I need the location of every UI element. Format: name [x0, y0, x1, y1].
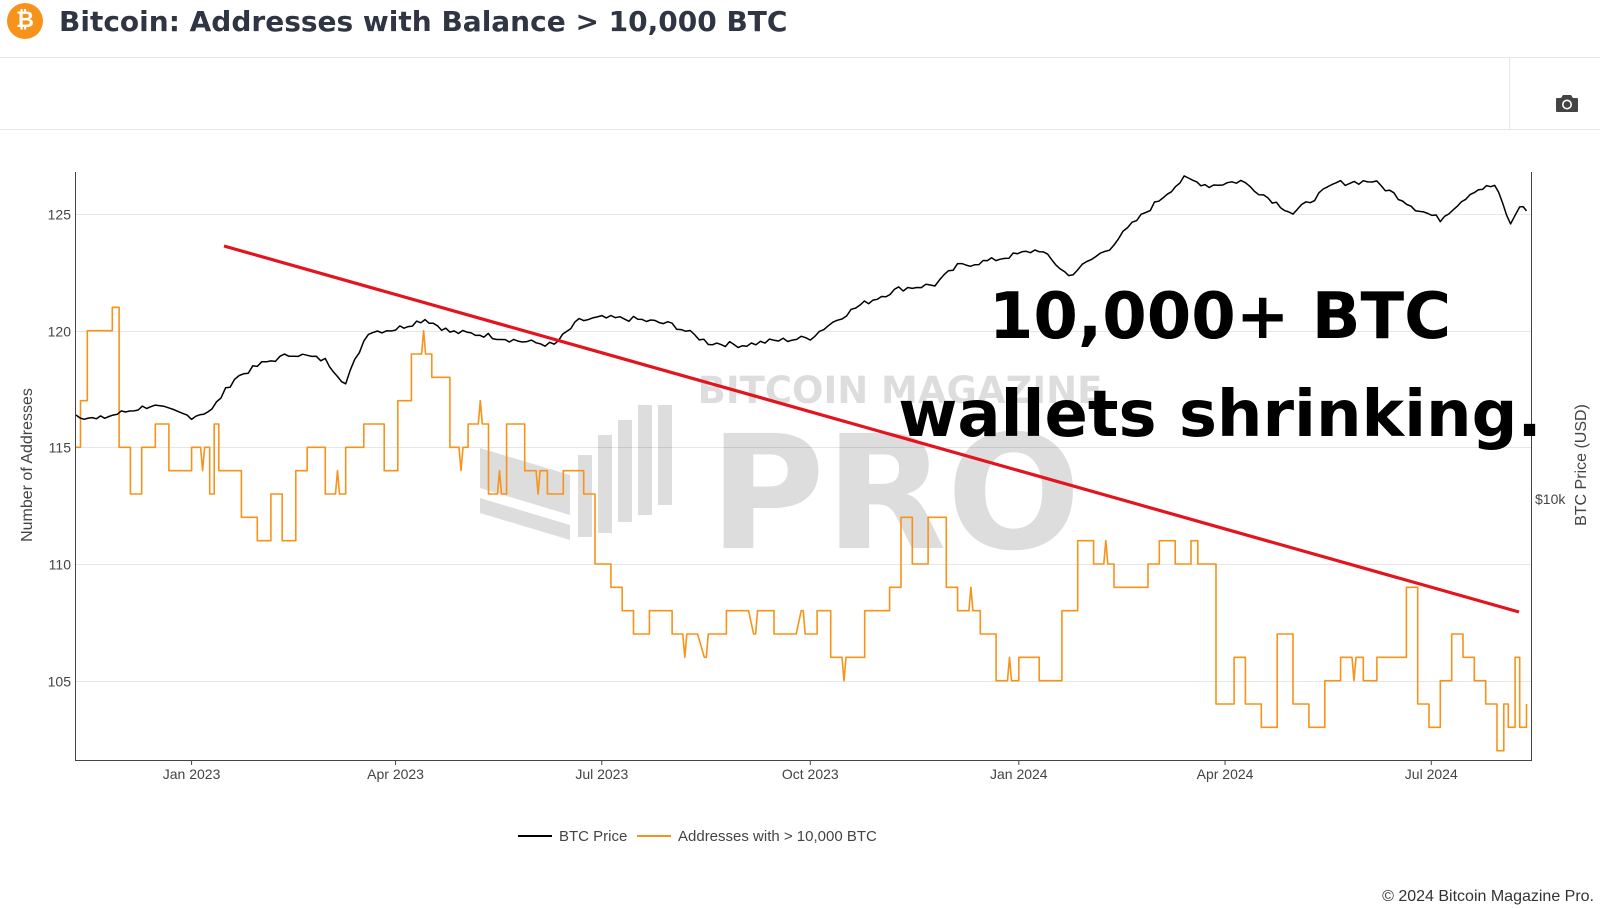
x-axis-ticks: Jan 2023 Apr 2023 Jul 2023 Oct 2023 Jan 2024… [163, 760, 1458, 782]
y-tick-label: 110 [49, 557, 72, 573]
copyright-footer: © 2024 Bitcoin Magazine Pro. [1382, 888, 1594, 905]
legend-label-addresses: Addresses with > 10,000 BTC [678, 828, 877, 845]
annotation-line-1: 10,000+ BTC [989, 280, 1451, 354]
trend-line [223, 244, 1520, 614]
page-title: Bitcoin: Addresses with Balance > 10,000… [59, 5, 788, 38]
camera-icon[interactable] [1555, 93, 1579, 113]
bitcoin-logo-icon: ₿ [7, 3, 43, 39]
watermark-brand-text: BITCOIN MAGAZINE [698, 369, 1103, 412]
y-axis-label: Number of Addresses [19, 388, 36, 542]
y-axis-ticks: 105 110 115 120 125 [48, 207, 72, 690]
y-tick-label: 125 [48, 207, 72, 223]
x-tick-label: Apr 2023 [367, 766, 424, 782]
annotation-line-2: wallets shrinking. [898, 378, 1541, 452]
y-tick-label: 120 [48, 324, 72, 340]
legend-label-btc-price: BTC Price [559, 828, 627, 845]
x-tick-label: Apr 2024 [1197, 766, 1254, 782]
x-tick-label: Jul 2023 [575, 766, 628, 782]
x-tick-label: Jul 2024 [1405, 766, 1458, 782]
series-lines [75, 175, 1528, 752]
y2-tick-label: $10k [1535, 491, 1566, 507]
watermark: BITCOIN MAGAZINE PRO [480, 369, 1102, 586]
x-tick-label: Jan 2023 [163, 766, 221, 782]
watermark-pro-text: PRO [709, 402, 1081, 586]
chart-area: BITCOIN MAGAZINE PRO 105 110 115 120 125 Jan… [19, 172, 1590, 845]
grid-lines [76, 214, 1531, 682]
watermark-chart-icon [480, 405, 672, 540]
y-tick-label: 105 [48, 674, 72, 690]
legend: BTC Price Addresses with > 10,000 BTC [518, 828, 877, 845]
y2-axis-ticks: $10k [1535, 491, 1566, 507]
page-header: ₿ Bitcoin: Addresses with Balance > 10,0… [0, 0, 1600, 58]
series-btc-price [75, 175, 1528, 421]
chart-toolbar [0, 58, 1600, 130]
y2-axis-label: BTC Price (USD) [1573, 404, 1590, 526]
y-tick-label: 115 [49, 440, 72, 456]
series-addresses [76, 306, 1528, 752]
x-tick-label: Oct 2023 [782, 766, 839, 782]
axes [75, 172, 1532, 761]
toolbar-divider [1509, 58, 1510, 129]
x-tick-label: Jan 2024 [990, 766, 1048, 782]
